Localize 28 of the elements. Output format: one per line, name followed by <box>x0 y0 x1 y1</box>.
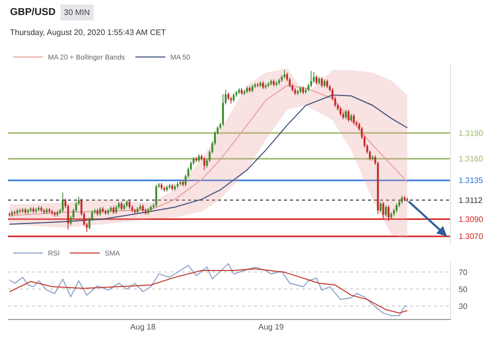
y-tick-label: 1.3090 <box>458 214 484 224</box>
candlestick <box>104 209 106 216</box>
x-tick-label: Aug 19 <box>258 322 284 332</box>
y-tick-label: 1.3070 <box>458 232 484 242</box>
x-tick-label: Aug 18 <box>130 322 156 332</box>
candlestick <box>230 96 232 104</box>
chart-title: GBP/USD <box>10 7 56 18</box>
candlestick <box>352 114 355 125</box>
candlestick <box>267 82 270 88</box>
candlestick <box>344 109 347 120</box>
candlestick <box>310 70 312 88</box>
candlestick <box>316 74 318 86</box>
y-tick-label: 30 <box>458 302 468 312</box>
y-tick-label: 1.3190 <box>458 128 484 138</box>
y-tick-label: 1.3135 <box>458 176 484 186</box>
candlestick <box>388 204 390 222</box>
candlestick <box>384 204 387 217</box>
y-tick-label: 70 <box>458 268 468 278</box>
candlestick <box>380 202 382 213</box>
candlestick <box>51 209 53 216</box>
candlestick <box>222 94 224 126</box>
text: 30 MIN <box>64 8 90 17</box>
y-tick-label: 1.3112 <box>458 196 484 205</box>
candlestick <box>348 109 350 122</box>
y-tick-label: 1.3160 <box>458 154 484 164</box>
chart-subtitle: Thursday, August 20, 2020 1:55:43 AM CET <box>10 28 166 37</box>
candlestick <box>275 80 278 87</box>
y-tick-label: 50 <box>458 285 468 294</box>
